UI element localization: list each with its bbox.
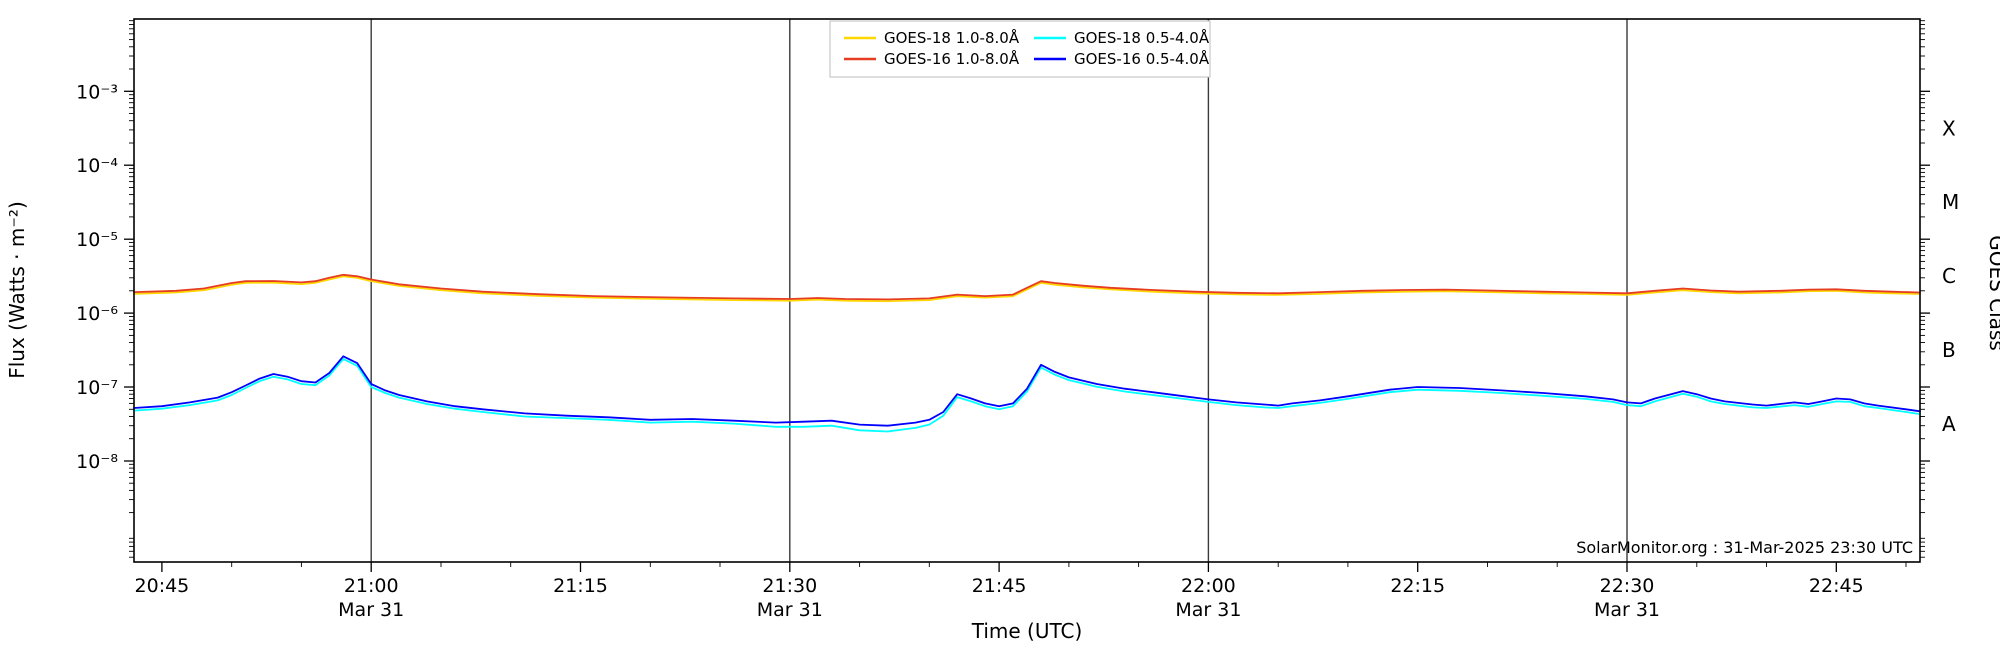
x-tick-label: 22:15 bbox=[1390, 575, 1445, 597]
series-goes18-short bbox=[133, 358, 1921, 433]
x-tick-label: 22:45 bbox=[1809, 575, 1864, 597]
right-axis-title: GOES Class bbox=[1985, 235, 2000, 351]
goes-class-letter: B bbox=[1942, 338, 1956, 362]
x-tick-label: 21:15 bbox=[553, 575, 608, 597]
series-goes18-long bbox=[133, 275, 1921, 303]
y-tick-label: 10⁻⁶ bbox=[76, 303, 118, 325]
y-tick-label: 10⁻³ bbox=[76, 81, 118, 103]
attribution-text: SolarMonitor.org : 31-Mar-2025 23:30 UTC bbox=[1576, 538, 1913, 557]
x-tick-label: 22:30 bbox=[1600, 575, 1655, 597]
x-tick-date-label: Mar 31 bbox=[1594, 599, 1660, 621]
series-goes16-long bbox=[133, 273, 1921, 301]
x-tick-label: 22:00 bbox=[1181, 575, 1236, 597]
y-tick-label: 10⁻⁷ bbox=[76, 377, 118, 399]
x-axis-title: Time (UTC) bbox=[971, 619, 1083, 643]
legend: GOES-18 1.0-8.0Å GOES-16 1.0-8.0Å GOES-1… bbox=[829, 20, 1211, 78]
y-tick-label: 10⁻⁵ bbox=[76, 229, 118, 251]
legend-box bbox=[829, 20, 1211, 78]
plot-border bbox=[133, 18, 1921, 563]
legend-label-goes16-long: GOES-16 1.0-8.0Å bbox=[884, 49, 1020, 68]
legend-label-goes18-long: GOES-18 1.0-8.0Å bbox=[884, 28, 1020, 47]
series-goes16-short bbox=[133, 355, 1921, 427]
goes-class-letter: X bbox=[1942, 116, 1956, 140]
x-tick-date-label: Mar 31 bbox=[338, 599, 404, 621]
goes-class-letter: A bbox=[1942, 412, 1956, 436]
x-tick-label: 21:30 bbox=[762, 575, 817, 597]
goes-class-letter: M bbox=[1942, 190, 1959, 214]
legend-label-goes18-short: GOES-18 0.5-4.0Å bbox=[1074, 28, 1210, 47]
y-axis-title: Flux (Watts · m⁻²) bbox=[5, 201, 29, 379]
x-tick-date-label: Mar 31 bbox=[1175, 599, 1241, 621]
y-tick-label: 10⁻⁴ bbox=[76, 155, 118, 177]
x-tick-date-label: Mar 31 bbox=[757, 599, 823, 621]
goes-class-letter: C bbox=[1942, 264, 1956, 288]
x-tick-label: 21:45 bbox=[972, 575, 1027, 597]
x-tick-label: 20:45 bbox=[135, 575, 190, 597]
y-tick-label: 10⁻⁸ bbox=[76, 451, 118, 473]
legend-label-goes16-short: GOES-16 0.5-4.0Å bbox=[1074, 49, 1210, 68]
x-tick-label: 21:00 bbox=[344, 575, 399, 597]
